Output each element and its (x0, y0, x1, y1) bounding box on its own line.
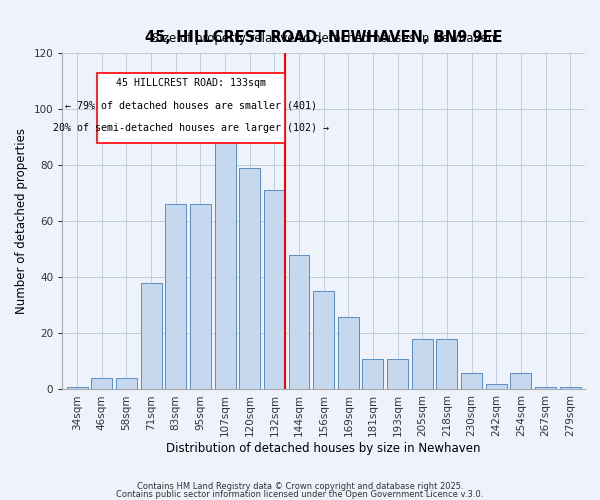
Bar (338, 316, 359, 390)
Text: 20% of semi-detached houses are larger (102) →: 20% of semi-detached houses are larger (… (53, 123, 329, 133)
Bar (190, 204, 211, 390)
Title: 45, HILLCREST ROAD, NEWHAVEN, BN9 9EE: 45, HILLCREST ROAD, NEWHAVEN, BN9 9EE (145, 30, 502, 45)
Bar (239, 168, 260, 390)
Bar (289, 255, 310, 390)
Bar (116, 378, 137, 390)
Bar (486, 384, 507, 390)
Bar (140, 283, 161, 390)
Text: Contains HM Land Registry data © Crown copyright and database right 2025.: Contains HM Land Registry data © Crown c… (137, 482, 463, 491)
Bar (313, 292, 334, 390)
Bar (461, 372, 482, 390)
Bar (560, 386, 581, 390)
Bar (362, 358, 383, 390)
Y-axis label: Number of detached properties: Number of detached properties (15, 128, 28, 314)
Text: Contains public sector information licensed under the Open Government Licence v.: Contains public sector information licen… (116, 490, 484, 499)
Bar (535, 386, 556, 390)
Bar (67, 386, 88, 390)
Bar (412, 339, 433, 390)
Bar (436, 339, 457, 390)
Bar (91, 378, 112, 390)
Bar (387, 358, 408, 390)
X-axis label: Distribution of detached houses by size in Newhaven: Distribution of detached houses by size … (166, 442, 481, 455)
Text: 45 HILLCREST ROAD: 133sqm: 45 HILLCREST ROAD: 133sqm (116, 78, 266, 88)
Bar (264, 190, 285, 390)
Bar (165, 204, 186, 390)
Text: Size of property relative to detached houses in Newhaven: Size of property relative to detached ho… (152, 32, 495, 44)
Text: ← 79% of detached houses are smaller (401): ← 79% of detached houses are smaller (40… (65, 101, 317, 111)
Bar (215, 134, 236, 390)
Bar (511, 372, 532, 390)
FancyBboxPatch shape (97, 72, 285, 143)
